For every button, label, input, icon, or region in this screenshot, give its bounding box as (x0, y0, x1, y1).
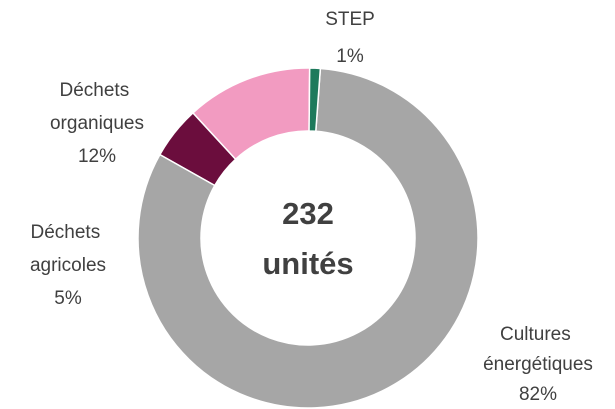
value-label: 12% (78, 146, 116, 167)
category-label: Cultures énergétiques (483, 324, 593, 375)
value-label: 1% (336, 46, 364, 67)
category-label: STEP (325, 9, 375, 30)
donut-segment (158, 111, 237, 187)
value-label: 82% (519, 384, 557, 405)
donut-segment (308, 67, 322, 133)
donut-segment (137, 67, 479, 409)
category-label: Déchets organiques (50, 80, 144, 134)
category-label: Déchets agricoles (30, 222, 106, 276)
center-label: unités (262, 246, 353, 281)
value-label: 5% (54, 288, 82, 309)
center-label: 232 (282, 196, 334, 231)
